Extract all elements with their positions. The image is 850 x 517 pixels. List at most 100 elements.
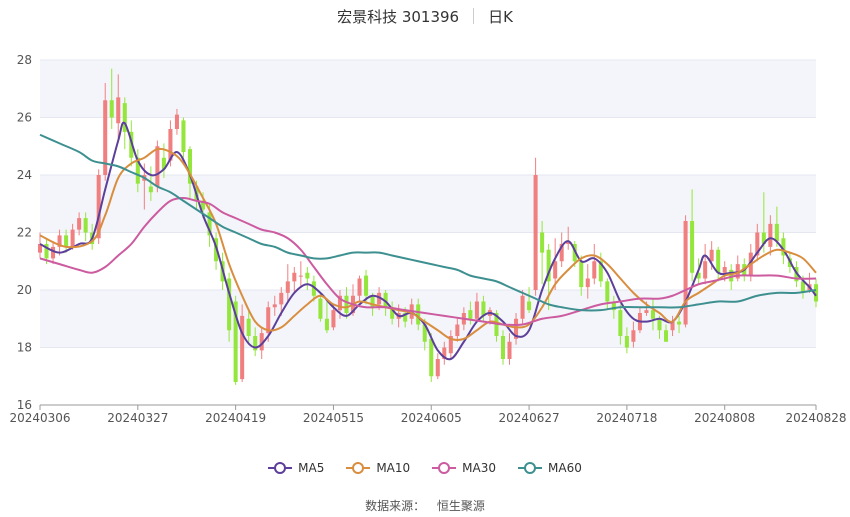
candle-body (96, 175, 101, 239)
candle-body (292, 272, 297, 282)
ma-line-ma10 (39, 147, 817, 341)
candle-body (553, 261, 558, 279)
ma-line-ma30 (39, 196, 817, 327)
candle-body (533, 175, 538, 290)
candle-body (514, 318, 519, 339)
candle-body (683, 221, 688, 325)
candle-body (500, 336, 506, 359)
legend-label: MA10 (376, 461, 411, 475)
candle-body (201, 200, 206, 210)
candle-body (722, 267, 727, 273)
legend-label: MA60 (548, 461, 582, 475)
candle-body (585, 278, 590, 288)
candle-body (298, 275, 303, 277)
candle-body (507, 341, 512, 359)
candle-body (657, 318, 662, 331)
candle-body (448, 336, 453, 354)
candle-body (57, 235, 62, 247)
candle-body (403, 313, 408, 322)
candle-body (546, 249, 551, 282)
candle-body (650, 310, 655, 319)
x-tick-label: 20240419 (205, 411, 266, 425)
legend-marker (432, 461, 457, 475)
candle-body (422, 324, 427, 342)
candle-body (174, 114, 179, 129)
candle-body (716, 249, 721, 273)
legend-marker (346, 461, 371, 475)
candle-body (285, 281, 290, 293)
candle-body (566, 241, 571, 244)
legend-item-ma10[interactable]: MA10 (346, 461, 410, 475)
candle-body (592, 261, 597, 279)
ma-line-ma60 (39, 133, 817, 312)
candle-body (227, 278, 232, 331)
candle-body (768, 223, 773, 247)
candle-body (246, 318, 251, 336)
candle-body (429, 338, 434, 377)
candle-body (468, 310, 473, 319)
candle-body (644, 310, 649, 313)
candle-body (377, 292, 382, 305)
candle-body (344, 295, 349, 313)
candle-body (318, 298, 323, 319)
x-tick-label: 20240515 (303, 411, 364, 425)
candle-body (155, 146, 160, 187)
y-tick-label: 26 (17, 111, 32, 125)
candle-body (37, 244, 43, 253)
candle-body (813, 284, 819, 302)
candle-body (135, 157, 140, 184)
candle-body (416, 304, 421, 325)
candle-body (774, 223, 779, 242)
y-tick-label: 20 (17, 283, 32, 297)
x-tick-label: 20240306 (9, 411, 70, 425)
legend-item-ma60[interactable]: MA60 (518, 461, 582, 475)
legend-item-ma30[interactable]: MA30 (432, 461, 496, 475)
candle-body (618, 310, 623, 336)
y-tick-label: 24 (17, 168, 32, 182)
candle-body (527, 301, 532, 311)
candle-body (331, 310, 336, 328)
candle-body (103, 100, 108, 175)
legend-marker (518, 461, 543, 475)
grid-band (40, 290, 816, 348)
candle-body (337, 295, 342, 311)
candle-body (474, 301, 479, 319)
candle-body (559, 244, 564, 262)
grid-band (40, 60, 816, 118)
candle-body (800, 281, 805, 293)
candle-body (481, 301, 486, 316)
candle-body (64, 235, 69, 247)
kline-chart: 16 18 20 22 24 26 28 20240306 20240327 20240419 20… (9, 53, 846, 425)
candle-body (755, 232, 760, 256)
x-tick-label: 20240828 (785, 411, 846, 425)
candle-body (148, 186, 153, 193)
candle-body (579, 261, 584, 288)
x-tick-label: 20240605 (401, 411, 462, 425)
y-tick-label: 28 (17, 53, 32, 67)
candle-body (357, 278, 362, 296)
candle-body (631, 330, 636, 342)
x-tick-label: 20240718 (596, 411, 657, 425)
candle-body (109, 100, 114, 118)
candle-body (240, 315, 245, 380)
candle-body (77, 218, 82, 230)
candle-body (781, 238, 786, 256)
stock-name-code: 宏景科技 301396 (337, 7, 460, 26)
candle-body (233, 301, 238, 382)
candle-body (187, 149, 193, 184)
candle-body (383, 292, 388, 308)
candle-body (696, 272, 701, 279)
legend-label: MA30 (462, 461, 497, 475)
candle-body (709, 249, 714, 262)
candle-body (207, 212, 212, 236)
candle-body (370, 295, 375, 308)
candle-body (670, 321, 675, 331)
legend-item-ma5[interactable]: MA5 (268, 461, 324, 475)
candle-body (324, 318, 329, 331)
x-tick-label: 20240327 (107, 411, 168, 425)
candle-body (51, 246, 56, 259)
candle-body (605, 281, 610, 302)
candle-body (390, 307, 395, 319)
chart-title: 宏景科技 301396 日K (0, 4, 850, 28)
candle-body (311, 281, 316, 296)
